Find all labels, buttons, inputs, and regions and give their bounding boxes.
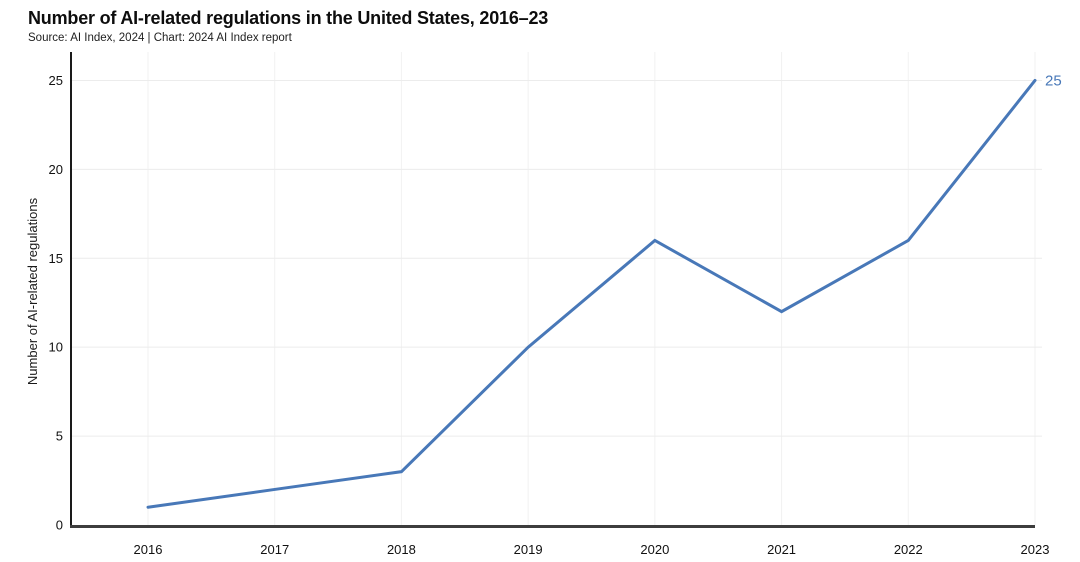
- y-axis-tick-label: 20: [49, 162, 63, 177]
- y-axis-tick-label: 25: [49, 73, 63, 88]
- x-axis-tick-label: 2017: [260, 542, 289, 557]
- x-axis-tick-label: 2022: [894, 542, 923, 557]
- y-axis-tick-label: 10: [49, 340, 63, 355]
- end-value-label: 25: [1045, 72, 1062, 89]
- y-axis-tick-label: 0: [56, 518, 63, 533]
- y-axis-tick-label: 5: [56, 429, 63, 444]
- x-axis-tick-label: 2021: [767, 542, 796, 557]
- x-axis-tick-label: 2019: [514, 542, 543, 557]
- x-axis-tick-label: 2016: [134, 542, 163, 557]
- x-axis-tick-label: 2018: [387, 542, 416, 557]
- chart-title: Number of AI-related regulations in the …: [28, 8, 549, 28]
- x-axis-tick-label: 2023: [1021, 542, 1050, 557]
- chart-source-note: Source: AI Index, 2024 | Chart: 2024 AI …: [28, 32, 292, 44]
- y-axis-tick-label: 15: [49, 251, 63, 266]
- x-axis-tick-label: 2020: [640, 542, 669, 557]
- y-axis-title: Number of AI-related regulations: [25, 197, 40, 385]
- data-line-series: [146, 78, 1037, 509]
